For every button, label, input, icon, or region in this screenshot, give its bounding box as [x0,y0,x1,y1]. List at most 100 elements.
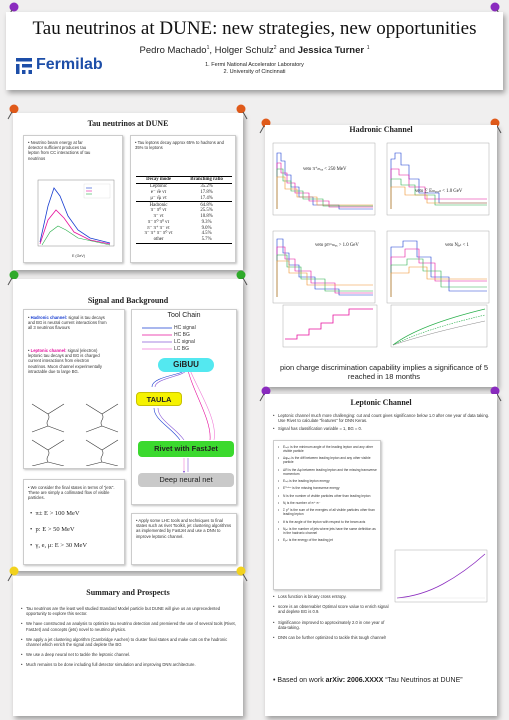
pushpin-icon [7,104,19,120]
branching-ratio-cell: 9.0% [201,225,212,231]
tau-panel-title: Tau neutrinos at DUNE [87,119,169,128]
pushpin-icon [236,104,248,120]
table-row: other 5.7% [136,237,232,244]
hadronic-channel-panel: Hadronic Channel [265,125,497,387]
cut-proton: • p: E > 50 MeV [30,526,75,533]
pushpin-icon [7,270,19,286]
leptonic-bullet: Signal has classification variable = 1, … [273,426,491,431]
table-row: π⁻ π⁰ ντ 25.5% [136,208,232,214]
feature-item: Eₗₑₚ is the leading lepton energy [278,479,378,483]
feature-item: Eₗₑₚₜ is the minimum angle of the leadin… [278,445,378,453]
author-1-sup: 1 [206,45,210,51]
leptonic-bullet: Leptonic channel much more challenging: … [273,413,491,423]
plot-label-energy: veto ∑ Eₘₐₓₒₙ < 1.0 GeV [415,189,463,194]
hadronic-cut-plots [272,142,490,348]
plot-pion-veto [272,142,376,216]
leptonic-bullets: Leptonic channel much more challenging: … [273,413,491,435]
signal-background-panel: Signal and Background • Hadronic channel… [13,279,243,571]
summary-bullet: We have constructed an analysis to optim… [21,621,237,631]
hadronic-caption: pion charge discrimination capability im… [279,363,489,381]
header-panel: Tau neutrinos at DUNE: new strategies, n… [6,12,503,90]
branching-ratio-cell: 4.5% [201,231,212,237]
table-row: e⁻ ν̄e ντ 17.8% [136,190,232,196]
summary-bullet: We apply a jet clustering algorithm (Cam… [21,637,237,647]
dnn-box: Deep neural net [138,473,234,487]
decay-mode-cell: π⁻ π⁺ π⁻ ντ [147,225,170,231]
summary-bullets: Tau neutrinos are the least well studied… [21,606,237,671]
branching-ratio-cell: 10.8% [200,214,213,220]
author-2-sup: 2 [273,45,277,51]
branching-ratio-cell: 64.8% [200,202,213,208]
decay-mode-cell: μ⁻ ν̄μ ντ [150,195,167,201]
signal-panel-title: Signal and Background [87,296,169,305]
table-row: π⁻ π⁺ π⁻ π⁰ ντ 4.5% [136,231,232,237]
legend-lc-bg: LC BG [174,346,190,352]
tau-right-bullet: • Tau leptons decay approx 65% to hadron… [135,140,224,151]
feature-item: Nⱼ is the number of π⁺ π⁻ [278,501,378,505]
author-line: Pedro Machado1, Holger Schulz2 and Jessi… [139,45,370,57]
dnn-score-plot [394,549,488,603]
author-2: Holger Schulz [214,45,274,57]
decay-mode-cell: e⁻ ν̄e ντ [150,189,167,195]
legend-lc-signal: LC signal [174,339,195,345]
plot-njet-veto [386,230,490,304]
pushpin-icon [236,270,248,286]
plot-label-njet: veto Nⱼₑₜ < 1 [445,243,469,248]
toolchain-title: Tool Chain [167,312,201,319]
leptonic-bullet: • Leptonic channel: signal (electron) le… [28,348,103,374]
hadronic-bullet: • Hadronic channel: signal is tau decays… [28,315,107,331]
plot-label-pt: veto pᴛʲᵉᵗₘₐₓ > 1.0 GeV [315,243,359,248]
branching-ratio-cell: 17.4% [200,195,213,201]
fermilab-logo: Fermilab [14,55,106,77]
author-and: and [279,45,296,57]
branching-ratio-cell: 17.8% [200,189,213,195]
decay-mode-cell: π⁻ π⁰ π⁰ ντ [147,219,170,225]
features-card: Eₗₑₚₜ is the minimum angle of the leadin… [273,440,381,590]
feature-item: Σ pᵀ is the sum of the energies of all v… [278,508,378,516]
decay-mode-cell: other [153,237,164,243]
legend-hc-signal: HC signal [174,325,196,331]
summary-panel: Summary and Prospects Tau neutrinos are … [13,576,243,716]
tau-neutrinos-panel: Tau neutrinos at DUNE • Neutrino beam en… [13,113,243,270]
pushpin-icon [490,386,502,402]
plot-pt-veto [272,230,376,304]
cut-photon: • γ, e, μ: E > 30 MeV [30,542,88,549]
feature-item: N is the number of visible particles oth… [278,494,378,498]
signal-left-card: • Hadronic channel: signal is tau decays… [23,309,125,469]
summary-bullet: Much remains to be done including full d… [21,662,237,667]
feature-item: Eᵀᵐⁱˢˢ is the missing transverse energy [278,486,378,490]
final-states-card: • We consider the final states in terms … [23,479,125,565]
fermilab-logo-icon [16,58,32,74]
branching-ratio-cell: 5.7% [201,237,212,243]
fermilab-logo-text: Fermilab [36,56,103,73]
decay-mode-cell: Hadronic [149,202,168,208]
tau-right-card: • Tau leptons decay approx 65% to hadron… [130,135,236,263]
branching-ratio-cell: 25.5% [200,208,213,214]
leptonic-channel-panel: Leptonic Channel Leptonic channel much m… [265,394,497,716]
author-3-sup: 1 [366,45,370,51]
final-states-bullet: • We consider the final states in terms … [28,485,115,501]
leptonic-right-bullets: Loss function is binary cross entropy. s… [273,594,391,643]
affiliation-2: 2. University of Cincinnati [223,69,286,75]
pushpin-icon [7,566,19,582]
taula-box: TAULA [136,392,182,406]
affiliation-1: 1. Fermi National Accelerator Laboratory [205,62,304,68]
table-row: π⁻ π⁺ π⁻ ντ 9.0% [136,225,232,231]
gibuu-box: GiBUU [158,358,214,372]
table-header: Decay mode [146,177,172,183]
decay-mode-cell: π⁻ π⁰ ντ [150,208,167,214]
tau-left-card: • Neutrino beam energy at far detector s… [23,135,123,263]
feynman-diagrams [31,403,119,466]
feature-item: ΔR is the Δφ between leading lepton and … [278,468,378,476]
based-on-work: • Based on work arXiv: 2006.XXXX “Tau Ne… [273,677,463,684]
author-3: Jessica Turner [297,45,365,57]
feature-item: Δφₗₑₚ is the diff between leading lepton… [278,456,378,464]
plot-cut-flow [282,304,378,348]
feature-item: Eⱼₑₜ is the energy of the leading jet [278,538,378,542]
feature-item: Nⱼₑₜ is the number of jets where jets ha… [278,527,378,535]
branching-ratio-cell: 35.2% [200,184,213,190]
branching-ratio-table: Decay mode Branching ratio Leptonic 35.2%… [136,176,232,244]
decay-mode-cell: π⁻ π⁺ π⁻ π⁰ ντ [144,231,173,237]
hadronic-panel-title: Hadronic Channel [349,125,413,134]
features-list: Eₗₑₚₜ is the minimum angle of the leadin… [278,445,378,546]
